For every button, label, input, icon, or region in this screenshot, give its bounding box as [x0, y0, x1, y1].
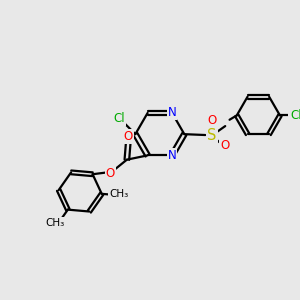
Text: N: N: [168, 149, 176, 162]
Text: O: O: [124, 130, 133, 143]
Text: O: O: [106, 167, 115, 180]
Text: Cl: Cl: [114, 112, 125, 125]
Text: S: S: [207, 128, 216, 143]
Text: O: O: [220, 139, 229, 152]
Text: O: O: [208, 114, 217, 127]
Text: N: N: [168, 106, 176, 119]
Text: CH₃: CH₃: [109, 189, 129, 199]
Text: Cl: Cl: [291, 109, 300, 122]
Text: CH₃: CH₃: [46, 218, 65, 228]
